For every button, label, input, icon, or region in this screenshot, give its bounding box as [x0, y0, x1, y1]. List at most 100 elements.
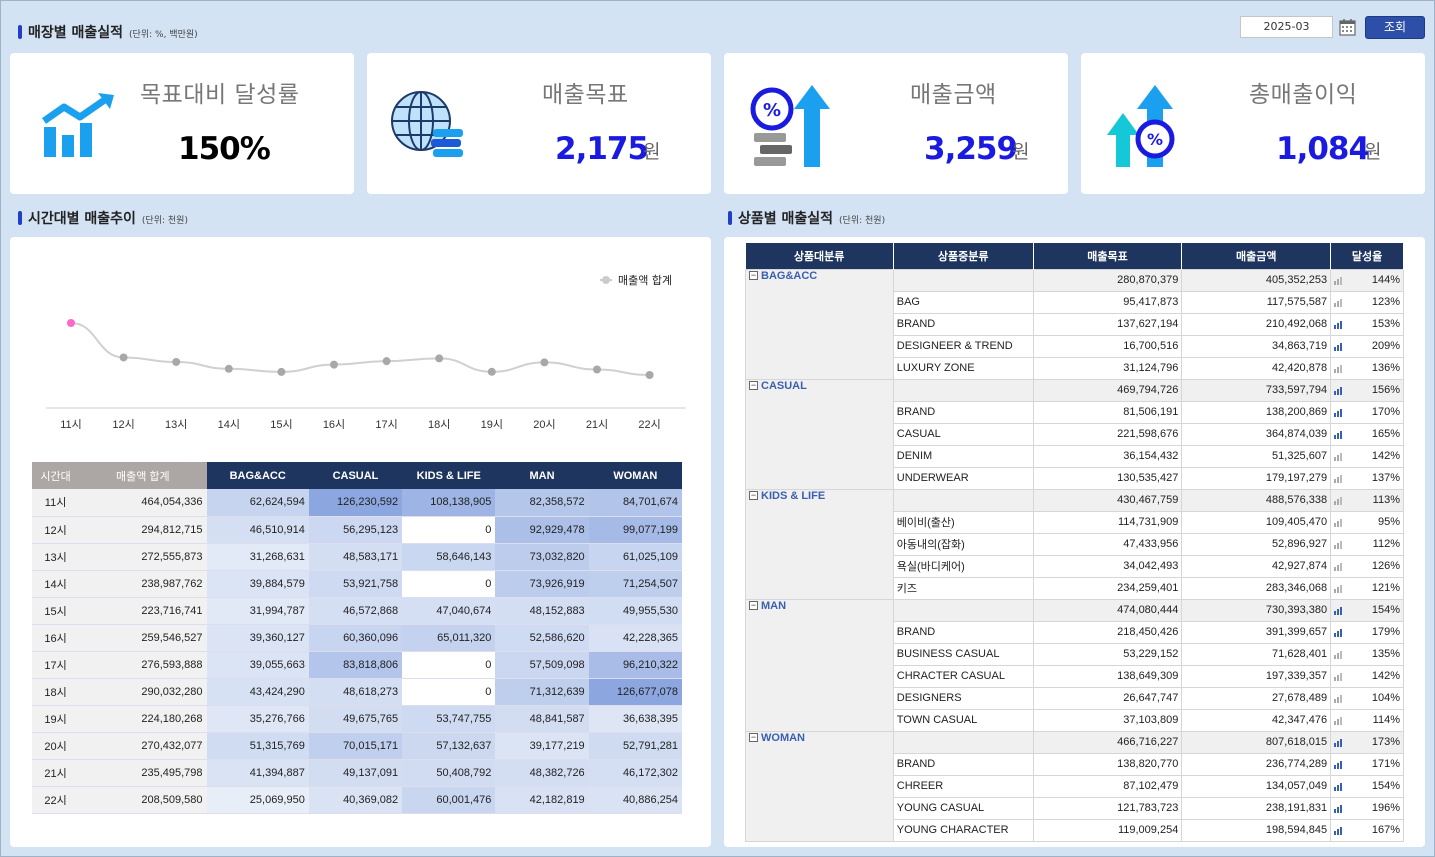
hourly-table-row[interactable]: 12시 294,812,715 46,510,914 56,295,123 0 92,92… — [32, 516, 682, 544]
item-row[interactable]: LUXURY ZONE 31,124,796 42,420,878 136% — [746, 356, 1404, 380]
kpi-value: 1,084 — [1276, 131, 1370, 167]
sales-cell: 134,057,049 — [1181, 774, 1332, 798]
target-cell: 218,450,426 — [1032, 620, 1183, 644]
page-unit: (단위: %, 백만원) — [129, 30, 198, 40]
calendar-icon[interactable] — [1338, 17, 1358, 37]
item-row[interactable]: 욕실(바디케어) 34,042,493 42,927,874 126% — [746, 554, 1404, 578]
kpi-label: 매출목표 — [542, 82, 629, 108]
group-name-cell[interactable]: − KIDS & LIFE — [745, 488, 894, 600]
collapse-icon[interactable]: − — [749, 732, 758, 743]
target-cell: 280,870,379 — [1032, 268, 1183, 292]
query-button[interactable]: 조회 — [1365, 16, 1425, 39]
group-name-cell[interactable]: − BAG&ACC — [745, 268, 894, 380]
data-point[interactable] — [224, 364, 233, 373]
data-point[interactable] — [540, 358, 549, 367]
collapse-icon[interactable]: − — [749, 270, 758, 281]
target-cell: 81,506,191 — [1032, 400, 1183, 424]
hourly-table-row[interactable]: 18시 290,032,280 43,424,290 48,618,273 0 71,31… — [32, 678, 682, 706]
data-point[interactable] — [172, 357, 181, 366]
collapse-icon[interactable]: − — [749, 600, 758, 611]
rate-bar-icon — [1334, 538, 1346, 550]
item-row[interactable]: BRAND 137,627,194 210,492,068 153% — [746, 312, 1404, 336]
total-cell: 270,432,077 — [79, 732, 207, 760]
group-row[interactable]: − KIDS & LIFE 430,467,759 488,576,338 113% — [745, 488, 1404, 600]
date-input[interactable]: 2025-03 — [1240, 16, 1333, 38]
data-point[interactable] — [593, 365, 601, 374]
category-cell: 96,210,322 — [588, 651, 682, 679]
category-cell: 36,638,395 — [588, 705, 682, 733]
product-header-cell[interactable]: 매출금액 — [1181, 243, 1332, 269]
item-row[interactable]: 베이비(출산) 114,731,909 109,405,470 95% — [746, 510, 1404, 534]
rate-cell: 179% — [1330, 620, 1404, 644]
group-name-cell[interactable]: − MAN — [745, 598, 894, 732]
hourly-table-row[interactable]: 17시 276,593,888 39,055,663 83,818,806 0 57,50… — [32, 651, 682, 679]
hourly-table-row[interactable]: 15시 223,716,741 31,994,787 46,572,868 47,040… — [32, 597, 682, 625]
legend-label[interactable]: 매출액 합계 — [618, 274, 672, 287]
category-cell: 48,152,883 — [495, 597, 589, 625]
group-name-cell[interactable]: − CASUAL — [745, 378, 894, 490]
data-point[interactable] — [330, 360, 338, 369]
collapse-icon[interactable]: − — [749, 380, 758, 391]
hourly-header-cell[interactable]: 시간대 — [32, 462, 80, 489]
rate-bar-icon — [1334, 384, 1346, 396]
item-row[interactable]: CASUAL 221,598,676 364,874,039 165% — [746, 422, 1404, 446]
target-cell: 119,009,254 — [1032, 818, 1183, 842]
item-row[interactable]: YOUNG CASUAL 121,783,723 238,191,831 196% — [746, 796, 1404, 820]
hourly-table-row[interactable]: 14시 238,987,762 39,884,579 53,921,758 0 73,92… — [32, 570, 682, 598]
target-cell: 37,103,809 — [1032, 708, 1183, 732]
data-point[interactable] — [645, 371, 654, 379]
hourly-header-cell[interactable]: KIDS & LIFE — [402, 462, 496, 489]
hourly-table-row[interactable]: 20시 270,432,077 51,315,769 70,015,171 57,132… — [32, 732, 682, 760]
data-point[interactable] — [382, 357, 391, 366]
collapse-icon[interactable]: − — [749, 490, 758, 501]
sales-cell: 391,399,657 — [1181, 620, 1332, 644]
item-row[interactable]: CHREER 87,102,479 134,057,049 154% — [746, 774, 1404, 798]
category-cell: 25,069,950 — [206, 786, 309, 814]
hourly-table-row[interactable]: 16시 259,546,527 39,360,127 60,360,096 65,011… — [32, 624, 682, 652]
data-point[interactable] — [119, 353, 128, 362]
item-row[interactable]: BUSINESS CASUAL 53,229,152 71,628,401 135% — [746, 642, 1404, 666]
item-row[interactable]: BRAND 81,506,191 138,200,869 170% — [746, 400, 1404, 424]
data-point[interactable] — [435, 354, 444, 363]
group-row[interactable]: − WOMAN 466,716,227 807,618,015 173% — [745, 730, 1404, 842]
hourly-table-row[interactable]: 13시 272,555,873 31,268,631 48,583,171 58,646… — [32, 543, 682, 571]
product-header-cell[interactable]: 상품중분류 — [893, 243, 1034, 269]
group-row[interactable]: − BAG&ACC 280,870,379 405,352,253 144% — [745, 268, 1404, 380]
product-header-cell[interactable]: 상품대분류 — [745, 243, 894, 269]
hourly-table-row[interactable]: 21시 235,495,798 41,394,887 49,137,091 50,408… — [32, 759, 682, 787]
hourly-table-row[interactable]: 19시 224,180,268 35,276,766 49,675,765 53,747… — [32, 705, 682, 733]
group-row[interactable]: − MAN 474,080,444 730,393,380 154% — [745, 598, 1404, 732]
data-point[interactable] — [277, 367, 286, 376]
sales-cell: 71,628,401 — [1181, 642, 1332, 666]
item-row[interactable]: BRAND 218,450,426 391,399,657 179% — [746, 620, 1404, 644]
kpi-card-target: 매출목표 2,175 원 — [367, 53, 711, 194]
rate-value: 171% — [1371, 758, 1400, 770]
category-cell: 50,408,792 — [402, 759, 496, 787]
data-point[interactable] — [67, 319, 75, 327]
product-section-unit: (단위: 천원) — [839, 216, 886, 226]
hourly-header-cell[interactable]: MAN — [495, 462, 589, 489]
product-header-cell[interactable]: 매출목표 — [1033, 243, 1183, 269]
total-cell: 272,555,873 — [79, 543, 207, 571]
hourly-table-row[interactable]: 22시 208,509,580 25,069,950 40,369,082 60,001… — [32, 786, 682, 814]
group-row[interactable]: − CASUAL 469,794,726 733,597,794 156% — [745, 378, 1404, 490]
category-cell: 49,955,530 — [588, 597, 682, 625]
hourly-header-cell[interactable]: WOMAN — [588, 462, 682, 489]
item-row[interactable]: YOUNG CHARACTER 119,009,254 198,594,845 167… — [746, 818, 1404, 842]
item-row[interactable]: TOWN CASUAL 37,103,809 42,347,476 114% — [746, 708, 1404, 732]
hourly-header-cell[interactable]: 매출액 합계 — [79, 462, 207, 489]
group-name-cell[interactable]: − WOMAN — [745, 730, 894, 842]
hourly-header-cell[interactable]: CASUAL — [308, 462, 403, 489]
total-cell: 464,054,336 — [79, 489, 207, 517]
hourly-header-cell[interactable]: BAG&ACC — [206, 462, 309, 489]
x-tick-label: 18시 — [428, 419, 450, 431]
category-cell: 43,424,290 — [206, 678, 309, 706]
hourly-table-row[interactable]: 11시 464,054,336 62,624,594 126,230,592 108,1… — [32, 489, 682, 517]
hour-cell: 17시 — [32, 651, 80, 679]
subgroup-cell: TOWN CASUAL — [892, 708, 1034, 732]
rate-bar-icon — [1334, 582, 1346, 594]
rate-bar-icon — [1334, 274, 1346, 286]
data-point[interactable] — [487, 367, 496, 376]
rate-cell: 209% — [1330, 334, 1404, 358]
product-header-cell[interactable]: 달성율 — [1330, 243, 1404, 269]
